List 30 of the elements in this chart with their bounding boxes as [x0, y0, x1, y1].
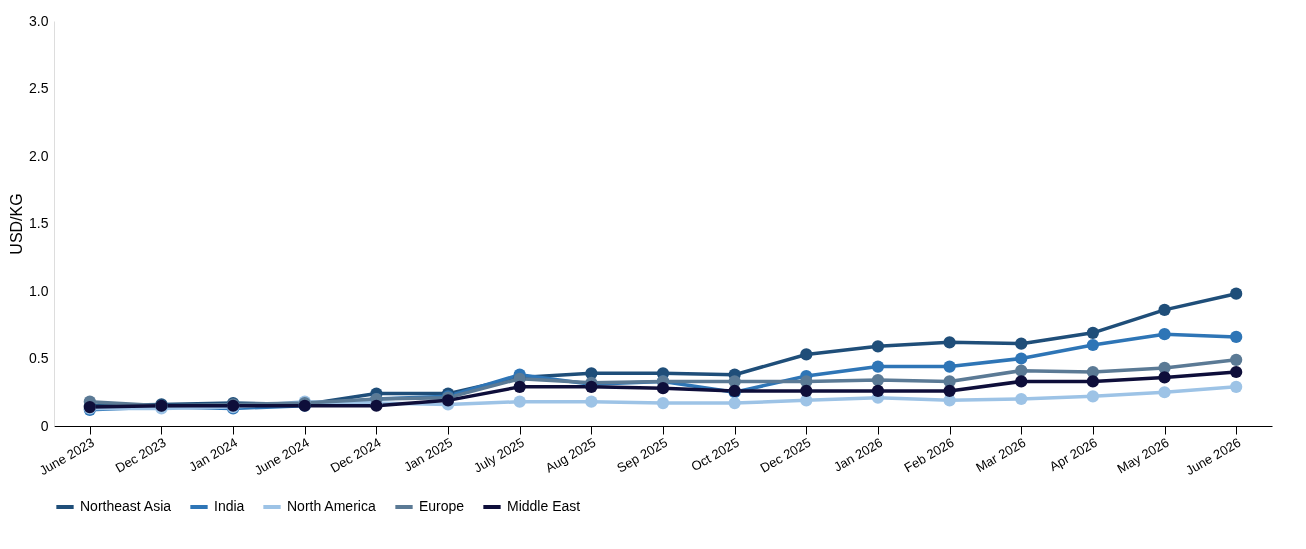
x-tick-label: Apr 2026 — [1046, 434, 1100, 475]
y-tick-label: 1.5 — [29, 215, 49, 231]
x-tick-label: June 2026 — [1183, 434, 1244, 479]
x-tick-label: July 2025 — [471, 434, 527, 476]
x-tick-label: Mar 2026 — [973, 434, 1029, 476]
x-tick-label: Sep 2025 — [614, 434, 670, 476]
legend-label: India — [214, 498, 245, 514]
y-tick-label: 0 — [40, 417, 49, 434]
y-tick-label: 3.0 — [29, 12, 49, 29]
x-tick-label: Aug 2025 — [542, 434, 599, 476]
x-tick-label: May 2026 — [1114, 434, 1172, 477]
x-tick-label: June 2024 — [251, 434, 312, 479]
x-tick-label: Jan 2026 — [831, 434, 885, 475]
legend-label: Middle East — [507, 498, 581, 514]
x-tick-label: Feb 2026 — [901, 434, 957, 476]
x-tick-label: Jan 2025 — [401, 434, 456, 475]
x-tick-label: June 2023 — [36, 434, 97, 479]
y-tick-label: 2.0 — [29, 147, 49, 164]
x-tick-label: Dec 2025 — [757, 434, 814, 476]
legend-label: Europe — [419, 498, 465, 514]
x-tick-label: Oct 2025 — [688, 434, 742, 475]
y-tick-label: 2.5 — [29, 80, 49, 96]
legend-label: North America — [287, 498, 376, 514]
x-tick-label: Jan 2024 — [186, 434, 241, 475]
y-tick-label: 0.5 — [29, 350, 49, 366]
legend-label: Northeast Asia — [80, 498, 172, 514]
x-tick-label: Dec 2024 — [327, 434, 384, 476]
y-axis-title: USD/KG — [8, 193, 26, 255]
x-tick-label: Dec 2023 — [112, 434, 169, 476]
y-tick-label: 1.0 — [29, 282, 49, 299]
